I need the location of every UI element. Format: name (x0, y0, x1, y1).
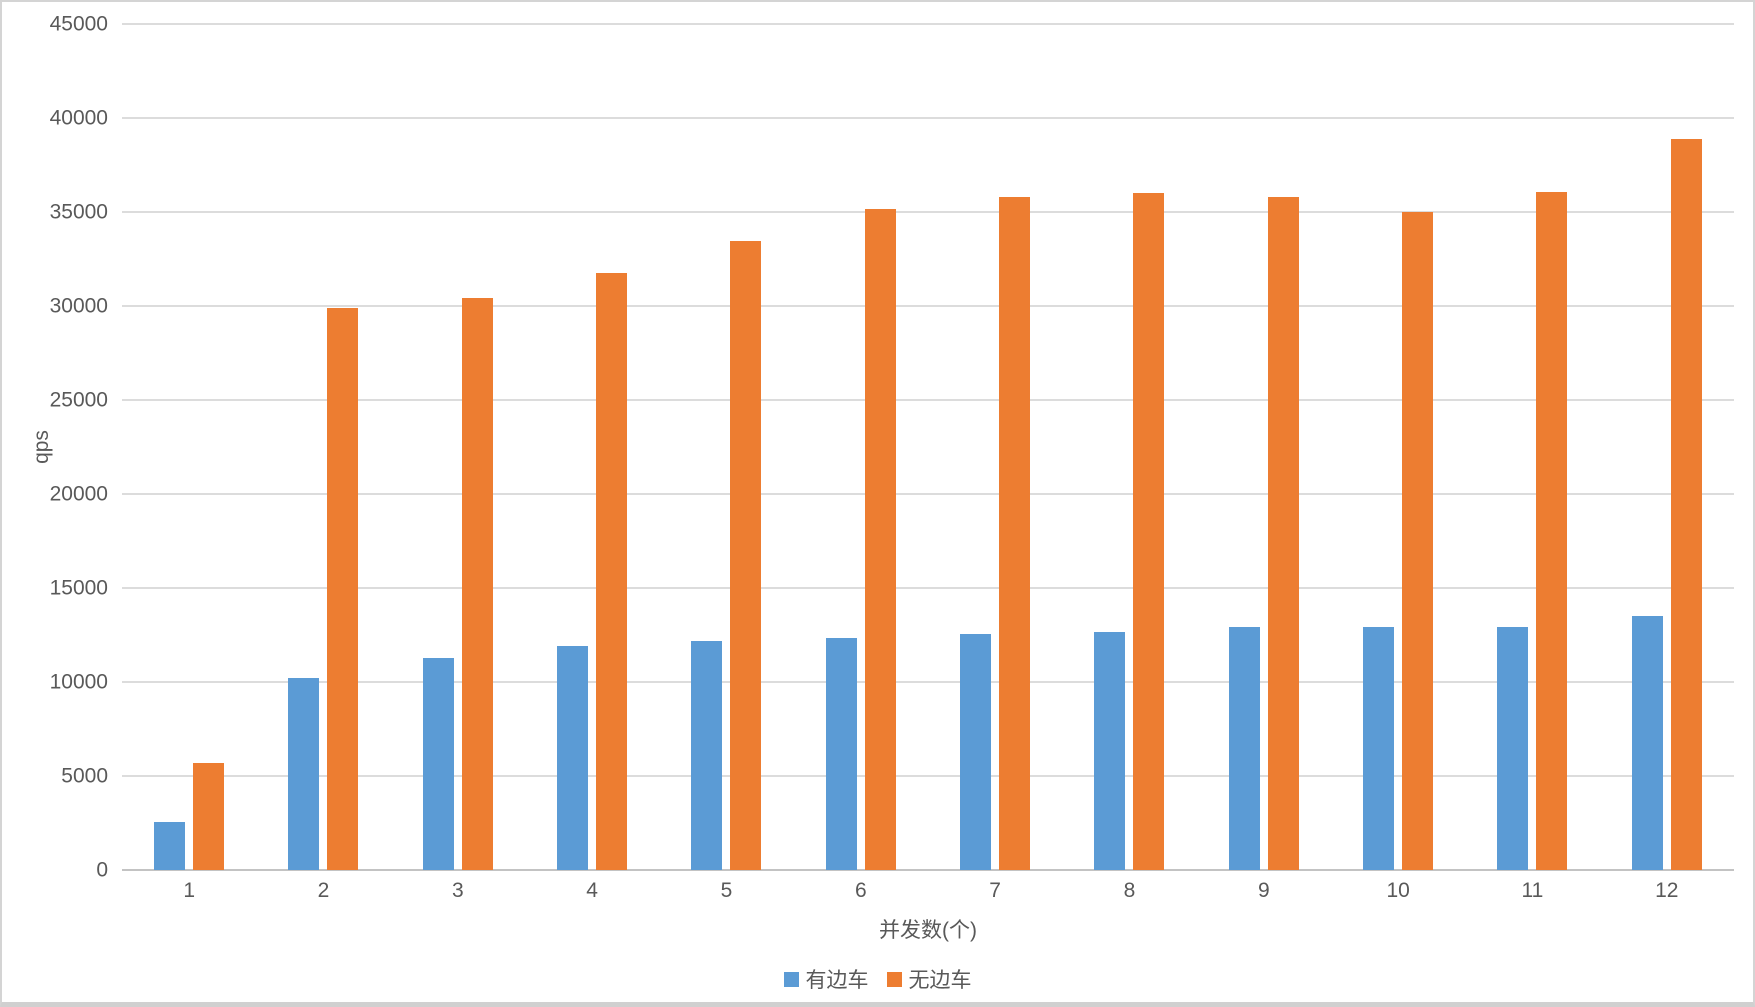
x-tick-label-4: 4 (586, 879, 598, 902)
bar-series1-cat4 (557, 646, 589, 870)
bar-series2-cat2 (327, 307, 359, 870)
bar-series2-cat9 (1267, 196, 1299, 870)
bar-series1-cat10 (1363, 626, 1395, 870)
x-tick-label-11: 11 (1521, 879, 1544, 902)
y-tick-label: 5000 (61, 764, 108, 788)
y-tick-label: 35000 (49, 200, 108, 224)
gridlines (122, 23, 1734, 871)
y-tick-label: 20000 (49, 482, 108, 506)
bar-series2-cat1 (193, 762, 225, 870)
y-tick-label: 45000 (49, 12, 108, 36)
gridline (122, 775, 1734, 777)
x-axis-labels: 1 2 3 4 5 6 7 8 9 10 11 12 (122, 878, 1734, 904)
bar-series1-cat6 (825, 637, 857, 870)
x-tick-label-8: 8 (1123, 879, 1136, 902)
gridline (122, 587, 1734, 590)
bar-series2-cat5 (730, 241, 762, 870)
x-axis-line (122, 869, 1734, 871)
y-tick-label: 40000 (49, 106, 108, 130)
bar-series2-cat12 (1670, 138, 1702, 870)
y-tick-label: 25000 (49, 388, 108, 412)
bar-series2-cat3 (461, 298, 493, 870)
category-group-5 (659, 24, 793, 870)
bar-series1-cat11 (1497, 627, 1529, 870)
legend-item-2: 无边车 (886, 964, 972, 994)
plot-bars (122, 24, 1734, 870)
legend-swatch-icon (886, 971, 902, 987)
x-tick-label-2: 2 (317, 879, 330, 902)
bar-series1-cat3 (422, 657, 454, 870)
bar-series1-cat9 (1228, 627, 1260, 870)
y-tick-label: 10000 (49, 670, 108, 694)
category-group-11 (1465, 24, 1599, 870)
bar-series2-cat6 (864, 209, 896, 870)
plot-area (122, 23, 1734, 871)
bar-series1-cat7 (960, 634, 992, 870)
x-tick-label-1: 1 (183, 879, 195, 902)
bar-series1-cat1 (154, 822, 186, 870)
x-tick-label-3: 3 (451, 879, 464, 902)
category-group-2 (256, 24, 390, 870)
x-axis-title: 并发数(个) (879, 919, 977, 942)
y-tick-label: 30000 (49, 294, 108, 318)
bar-series2-cat4 (596, 273, 628, 870)
legend: 有边车 无边车 (2, 964, 1753, 994)
gridline (122, 681, 1734, 683)
bar-series1-cat2 (288, 678, 320, 870)
legend-swatch-icon (783, 971, 799, 987)
y-tick-label: 15000 (49, 576, 108, 600)
x-tick-label-9: 9 (1257, 879, 1270, 902)
category-group-10 (1331, 24, 1465, 870)
gridline (122, 23, 1734, 25)
x-tick-label-7: 7 (989, 879, 1001, 902)
gridline (122, 117, 1734, 119)
legend-item-1: 有边车 (783, 964, 869, 994)
category-group-1 (122, 24, 256, 870)
category-group-3 (391, 24, 525, 870)
category-group-12 (1600, 24, 1734, 870)
category-group-9 (1197, 24, 1331, 870)
gridline (122, 211, 1734, 213)
x-tick-label-5: 5 (720, 879, 733, 902)
bar-series2-cat10 (1402, 212, 1434, 870)
gridline (122, 399, 1734, 401)
gridline (122, 493, 1734, 495)
bar-series1-cat8 (1094, 632, 1126, 870)
x-tick-label-10: 10 (1386, 879, 1410, 902)
y-axis-labels: 0 5000 10000 15000 20000 25000 30000 35000 40000… (2, 14, 108, 881)
legend-label: 无边车 (908, 969, 972, 992)
category-group-6 (794, 24, 928, 870)
x-tick-label-12: 12 (1655, 879, 1679, 902)
category-group-8 (1062, 24, 1196, 870)
y-tick-label: 0 (96, 858, 108, 882)
bar-series2-cat11 (1536, 192, 1568, 870)
legend-label: 有边车 (805, 969, 869, 992)
category-group-4 (525, 24, 659, 870)
x-tick-label-6: 6 (854, 879, 867, 902)
category-group-7 (928, 24, 1062, 870)
gridline (122, 305, 1734, 308)
bar-series1-cat5 (691, 640, 723, 870)
bar-series2-cat8 (1133, 193, 1165, 870)
bar-series2-cat7 (999, 196, 1031, 870)
bar-series1-cat12 (1631, 616, 1663, 870)
